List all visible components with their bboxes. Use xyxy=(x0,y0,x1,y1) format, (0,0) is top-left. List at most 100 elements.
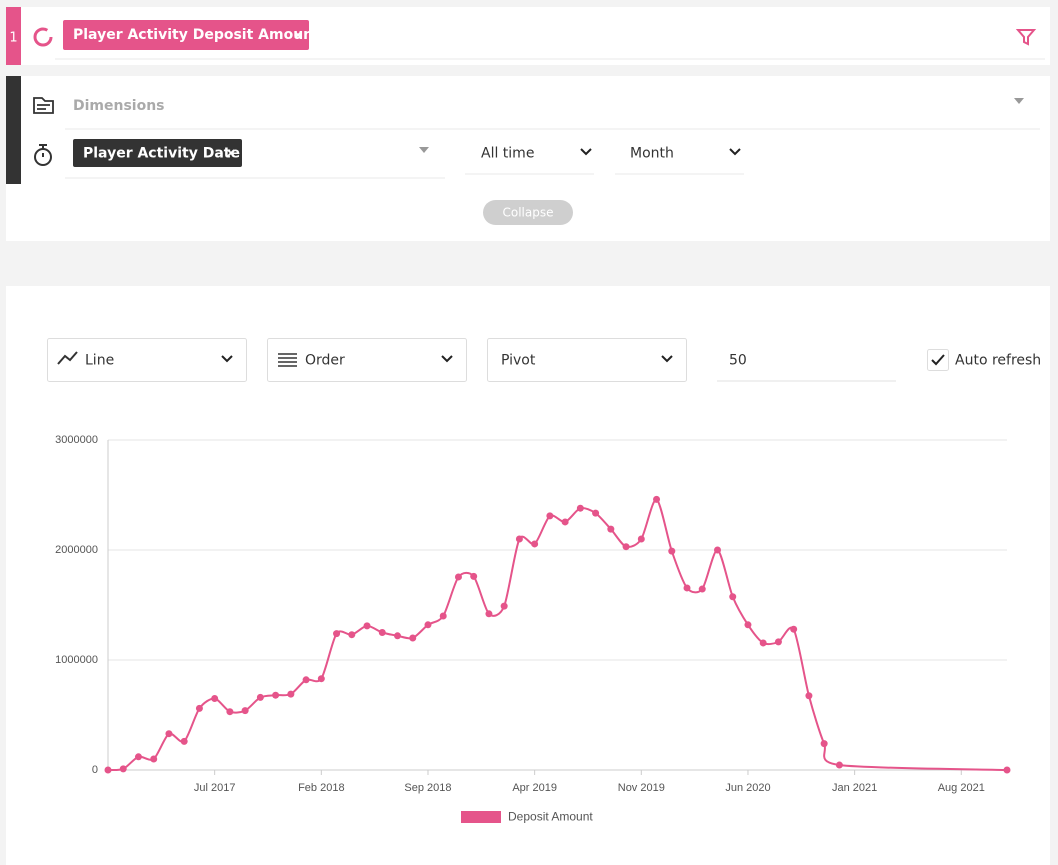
order-icon xyxy=(278,353,297,367)
measure-chip-label: Player Activity Deposit Amount xyxy=(73,27,320,43)
x-tick-label: Feb 2018 xyxy=(298,782,344,794)
query-index-bar xyxy=(6,7,21,65)
date-range[interactable]: All time xyxy=(481,146,534,162)
data-point xyxy=(576,504,584,512)
data-point xyxy=(439,612,447,620)
data-point xyxy=(820,740,828,748)
x-tick-label: Jun 2020 xyxy=(725,782,770,794)
legend-swatch xyxy=(461,811,501,823)
time-chip[interactable] xyxy=(73,139,242,167)
limit-input[interactable]: 50 xyxy=(729,353,747,369)
data-point xyxy=(637,535,645,543)
data-point xyxy=(729,593,737,601)
collapse-button[interactable] xyxy=(483,200,573,225)
dimensions-caret[interactable] xyxy=(1014,98,1024,104)
data-point xyxy=(653,495,661,503)
dimension-bar xyxy=(6,76,21,184)
time-remove[interactable] xyxy=(227,149,235,157)
data-point xyxy=(119,765,127,773)
data-point xyxy=(180,737,188,745)
query-index: 1 xyxy=(9,31,17,46)
measure-chip[interactable] xyxy=(63,20,309,50)
data-point xyxy=(683,584,691,592)
measure-icon xyxy=(33,27,53,47)
data-point xyxy=(241,707,249,715)
data-point xyxy=(454,573,462,581)
line-icon xyxy=(57,351,78,365)
data-point xyxy=(774,638,782,646)
data-point xyxy=(424,621,432,629)
data-point xyxy=(698,585,706,593)
order-chevron xyxy=(441,355,453,363)
granularity[interactable]: Month xyxy=(630,146,674,162)
data-point xyxy=(1003,766,1011,774)
data-point xyxy=(317,675,325,683)
chart-type-select[interactable] xyxy=(47,338,247,382)
data-point xyxy=(805,692,813,700)
data-point xyxy=(348,631,356,639)
y-tick-label: 3000000 xyxy=(55,434,98,446)
order-label: Order xyxy=(305,353,345,369)
data-point xyxy=(226,708,234,716)
pivot-chevron xyxy=(661,355,673,363)
data-point xyxy=(561,518,569,526)
data-point xyxy=(835,761,843,769)
data-point xyxy=(409,634,417,642)
data-point xyxy=(363,622,371,630)
data-point xyxy=(333,630,341,638)
y-tick-label: 1000000 xyxy=(55,654,98,666)
data-point xyxy=(211,695,219,702)
x-tick-label: Nov 2019 xyxy=(618,782,665,794)
time-chip-label: Player Activity Date xyxy=(83,146,240,162)
data-point xyxy=(546,512,554,520)
data-point xyxy=(622,543,630,551)
data-point xyxy=(256,693,264,701)
time-caret[interactable] xyxy=(419,147,429,153)
data-point xyxy=(302,676,310,684)
chart-type-label: Line xyxy=(85,353,114,369)
legend-label: Deposit Amount xyxy=(508,810,593,824)
data-point xyxy=(759,639,767,647)
y-tick-label: 0 xyxy=(92,764,98,776)
date-range-chevron[interactable] xyxy=(580,148,592,156)
measure-remove[interactable] xyxy=(294,31,302,39)
auto-refresh-check xyxy=(931,354,945,366)
dimensions-placeholder[interactable]: Dimensions xyxy=(73,98,165,114)
x-tick-label: Aug 2021 xyxy=(938,782,985,794)
data-point xyxy=(195,704,203,712)
pivot-select[interactable] xyxy=(487,338,687,382)
chart: 0 1000000 2000000 3000000 Jul 2017 Feb 2018 Se… xyxy=(55,434,1011,824)
y-tick-label: 2000000 xyxy=(55,544,98,556)
auto-refresh-label[interactable]: Auto refresh xyxy=(955,353,1041,369)
data-point xyxy=(272,691,280,699)
data-point xyxy=(104,766,112,774)
data-point xyxy=(378,629,386,636)
data-point xyxy=(744,621,752,629)
data-point xyxy=(515,535,523,543)
granularity-chevron[interactable] xyxy=(729,148,741,156)
data-point xyxy=(485,610,493,618)
x-tick-label: Sep 2018 xyxy=(404,782,451,794)
data-point xyxy=(713,546,721,554)
data-point xyxy=(500,602,508,610)
x-tick-label: Jul 2017 xyxy=(194,782,236,794)
chart-panel xyxy=(6,286,1050,865)
time-icon-hand xyxy=(39,144,47,157)
data-point xyxy=(134,753,142,761)
data-point xyxy=(150,755,158,763)
filter-icon[interactable] xyxy=(1015,29,1037,46)
auto-refresh-checkbox[interactable] xyxy=(927,349,949,371)
chart-type-chevron xyxy=(221,355,233,363)
data-point xyxy=(470,572,478,580)
dimension-icon xyxy=(33,97,54,114)
data-point xyxy=(394,632,402,640)
order-select[interactable] xyxy=(267,338,467,382)
data-point xyxy=(607,525,615,533)
data-point xyxy=(165,730,173,738)
data-point xyxy=(790,625,798,633)
data-point xyxy=(531,540,539,548)
pivot-label: Pivot xyxy=(501,353,536,369)
x-tick-label: Apr 2019 xyxy=(512,782,557,794)
